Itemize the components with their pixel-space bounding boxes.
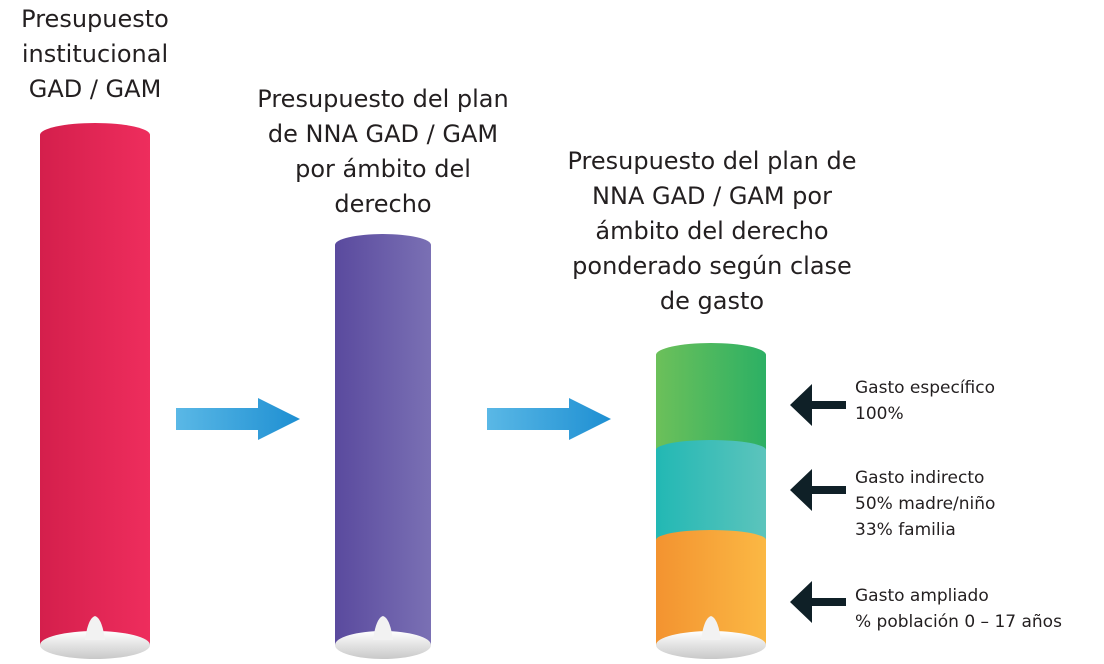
pointer-arrows: [790, 384, 846, 623]
column-title: ámbito del derecho: [595, 217, 828, 245]
flow-arrow: [487, 398, 611, 440]
diagram: Presupuesto institucional GAD / GAM Pres…: [0, 0, 1104, 664]
column-title: por ámbito del: [295, 155, 471, 183]
spend-label: 33% familia: [855, 520, 956, 540]
spend-label: 50% madre/niño: [855, 494, 995, 514]
column-title: Presupuesto del plan: [257, 85, 508, 113]
column-title: derecho: [334, 190, 431, 218]
spend-label: Gasto indirecto: [855, 468, 984, 488]
column-title: de gasto: [660, 287, 764, 315]
cylinder: [40, 123, 150, 659]
spend-label: Gasto específico: [855, 378, 995, 398]
column-title: de NNA GAD / GAM: [268, 120, 498, 148]
spend-label: % población 0 – 17 años: [855, 612, 1062, 632]
column-title: institucional: [22, 40, 168, 68]
spend-label: 100%: [855, 404, 904, 424]
column-title: NNA GAD / GAM por: [592, 182, 832, 210]
spend-label: Gasto ampliado: [855, 586, 989, 606]
cylinder: [656, 343, 766, 659]
flow-arrow: [176, 398, 300, 440]
cylinder: [335, 234, 431, 659]
column-title: ponderado según clase: [572, 252, 852, 280]
column-title: GAD / GAM: [29, 75, 162, 103]
column-title: Presupuesto: [21, 5, 169, 33]
column-title: Presupuesto del plan de: [567, 147, 856, 175]
